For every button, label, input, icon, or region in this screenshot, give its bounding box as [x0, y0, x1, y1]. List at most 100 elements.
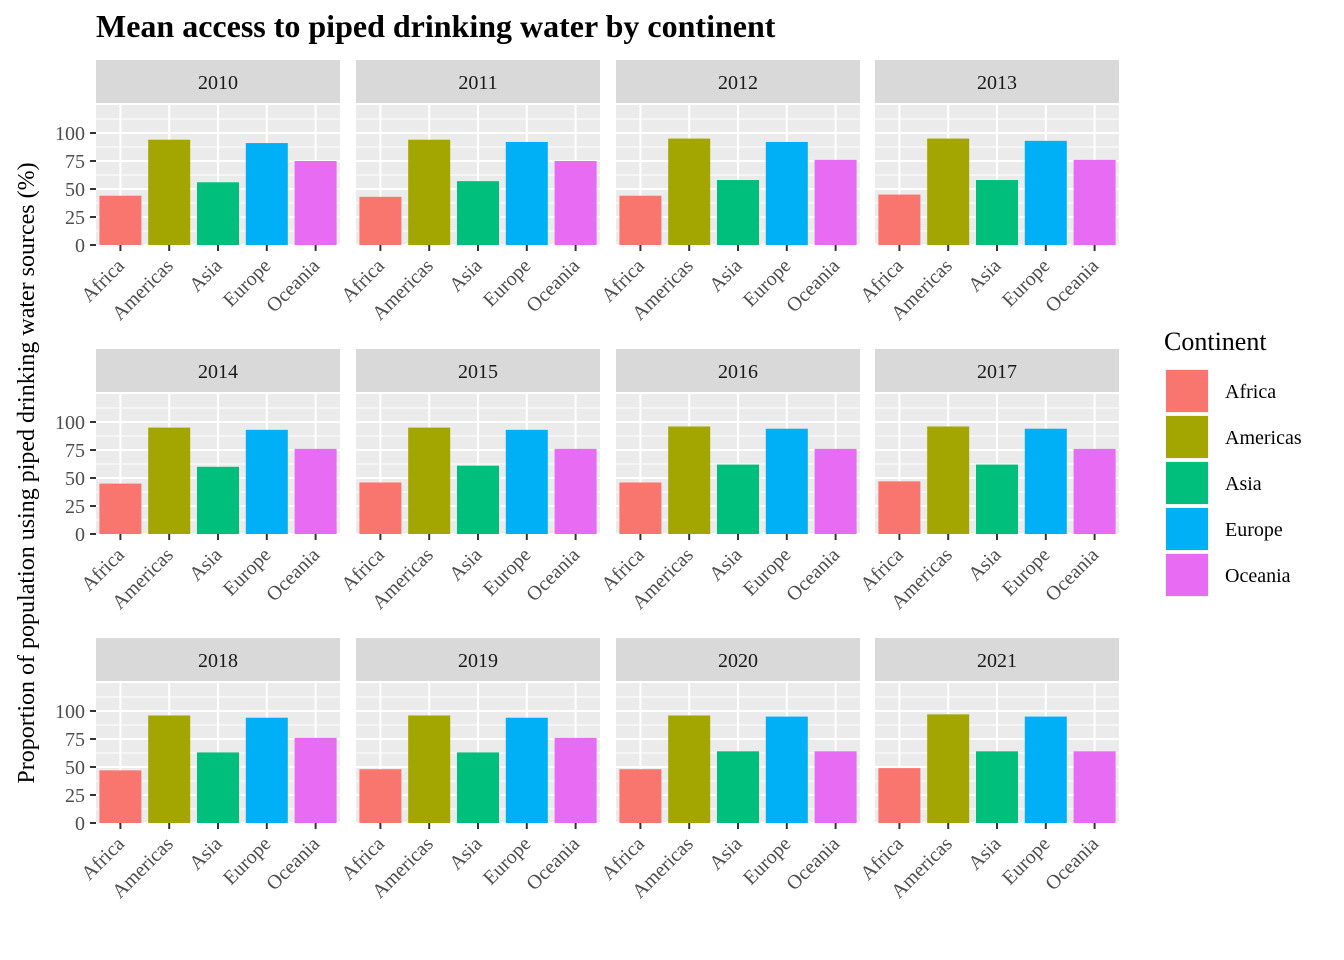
x-tick-label: Oceania	[782, 544, 844, 606]
bar-americas	[408, 715, 451, 823]
bar-americas	[148, 715, 191, 823]
bar-africa	[99, 195, 142, 245]
x-tick-label: Asia	[445, 255, 487, 297]
bar-asia	[197, 466, 239, 534]
bar-europe	[1024, 716, 1067, 823]
x-tick-label: Oceania	[262, 544, 324, 606]
bar-africa	[359, 769, 402, 823]
x-tick-label: Asia	[705, 833, 747, 875]
legend-label: Africa	[1225, 381, 1276, 403]
bar-americas	[668, 138, 711, 245]
y-tick-label: 50	[65, 757, 85, 779]
x-tick-label: Asia	[445, 544, 487, 586]
facet-strip-label: 2021	[977, 650, 1017, 672]
x-tick-label: Asia	[964, 255, 1006, 297]
bar-africa	[878, 768, 921, 823]
y-tick-label: 75	[65, 151, 85, 173]
x-tick-label: Oceania	[262, 833, 324, 895]
y-tick-label: 25	[65, 785, 85, 807]
bar-oceania	[814, 751, 857, 823]
bar-europe	[245, 717, 288, 823]
bar-oceania	[554, 161, 597, 245]
bar-europe	[765, 428, 808, 534]
y-tick-label: 100	[55, 701, 85, 723]
y-tick-label: 75	[65, 729, 85, 751]
legend-label: Asia	[1225, 473, 1262, 495]
bar-asia	[197, 752, 239, 823]
bar-africa	[619, 482, 662, 534]
facet-strip-label: 2010	[198, 72, 238, 94]
legend: Continent Africa Americas Asia Europe Oceani…	[1164, 327, 1302, 597]
y-tick-label: 0	[75, 235, 85, 257]
legend-items: Africa Americas Asia Europe Oceania	[1165, 369, 1302, 597]
bar-europe	[245, 429, 288, 534]
bar-oceania	[294, 737, 337, 823]
facet-strip	[616, 60, 860, 103]
facet-strip	[356, 638, 600, 681]
facet-strip	[616, 349, 860, 392]
bar-asia	[717, 464, 759, 534]
bar-americas	[148, 139, 191, 245]
facet-strip	[356, 60, 600, 103]
bar-oceania	[1073, 159, 1116, 245]
bar-asia	[717, 180, 759, 245]
y-tick-label: 25	[65, 496, 85, 518]
bar-americas	[148, 427, 191, 534]
bar-asia	[976, 180, 1018, 245]
facet-strip	[356, 349, 600, 392]
bar-asia	[717, 751, 759, 823]
bar-europe	[505, 429, 548, 534]
bar-africa	[359, 196, 402, 245]
x-tick-label: Oceania	[782, 255, 844, 317]
bar-africa	[359, 482, 402, 534]
facet-strip	[96, 60, 340, 103]
bar-oceania	[294, 161, 337, 245]
bar-asia	[457, 752, 499, 823]
y-tick-label: 50	[65, 468, 85, 490]
bar-europe	[1024, 140, 1067, 245]
x-tick-label: Asia	[185, 544, 227, 586]
bar-americas	[927, 426, 970, 534]
x-tick-label: Asia	[964, 544, 1006, 586]
facet-strip	[96, 349, 340, 392]
bar-africa	[99, 770, 142, 823]
x-tick-label: Oceania	[522, 255, 584, 317]
bar-europe	[245, 143, 288, 245]
bar-oceania	[814, 159, 857, 245]
facet-strip-label: 2020	[718, 650, 758, 672]
bar-africa	[878, 194, 921, 245]
x-tick-label: Oceania	[262, 255, 324, 317]
bar-americas	[668, 715, 711, 823]
facet-strip-label: 2018	[198, 650, 238, 672]
legend-swatch-oceania	[1166, 554, 1208, 596]
x-tick-label: Asia	[185, 255, 227, 297]
bar-africa	[99, 483, 142, 534]
bar-asia	[976, 464, 1018, 534]
facet-strip-label: 2017	[977, 361, 1017, 383]
legend-label: Americas	[1225, 427, 1302, 449]
x-tick-label: Oceania	[522, 833, 584, 895]
legend-title: Continent	[1164, 327, 1267, 356]
y-axis-label: Proportion of population using piped dri…	[14, 162, 40, 783]
bar-africa	[619, 769, 662, 823]
bar-asia	[976, 751, 1018, 823]
bar-asia	[457, 465, 499, 534]
legend-swatch-europe	[1166, 508, 1208, 550]
bar-oceania	[554, 448, 597, 534]
bar-americas	[408, 139, 451, 245]
x-tick-label: Oceania	[782, 833, 844, 895]
x-tick-label: Oceania	[522, 544, 584, 606]
facet-strip	[96, 638, 340, 681]
x-tick-label: Asia	[185, 833, 227, 875]
facet-strip-label: 2019	[458, 650, 498, 672]
y-tick-label: 0	[75, 813, 85, 835]
x-tick-label: Asia	[964, 833, 1006, 875]
